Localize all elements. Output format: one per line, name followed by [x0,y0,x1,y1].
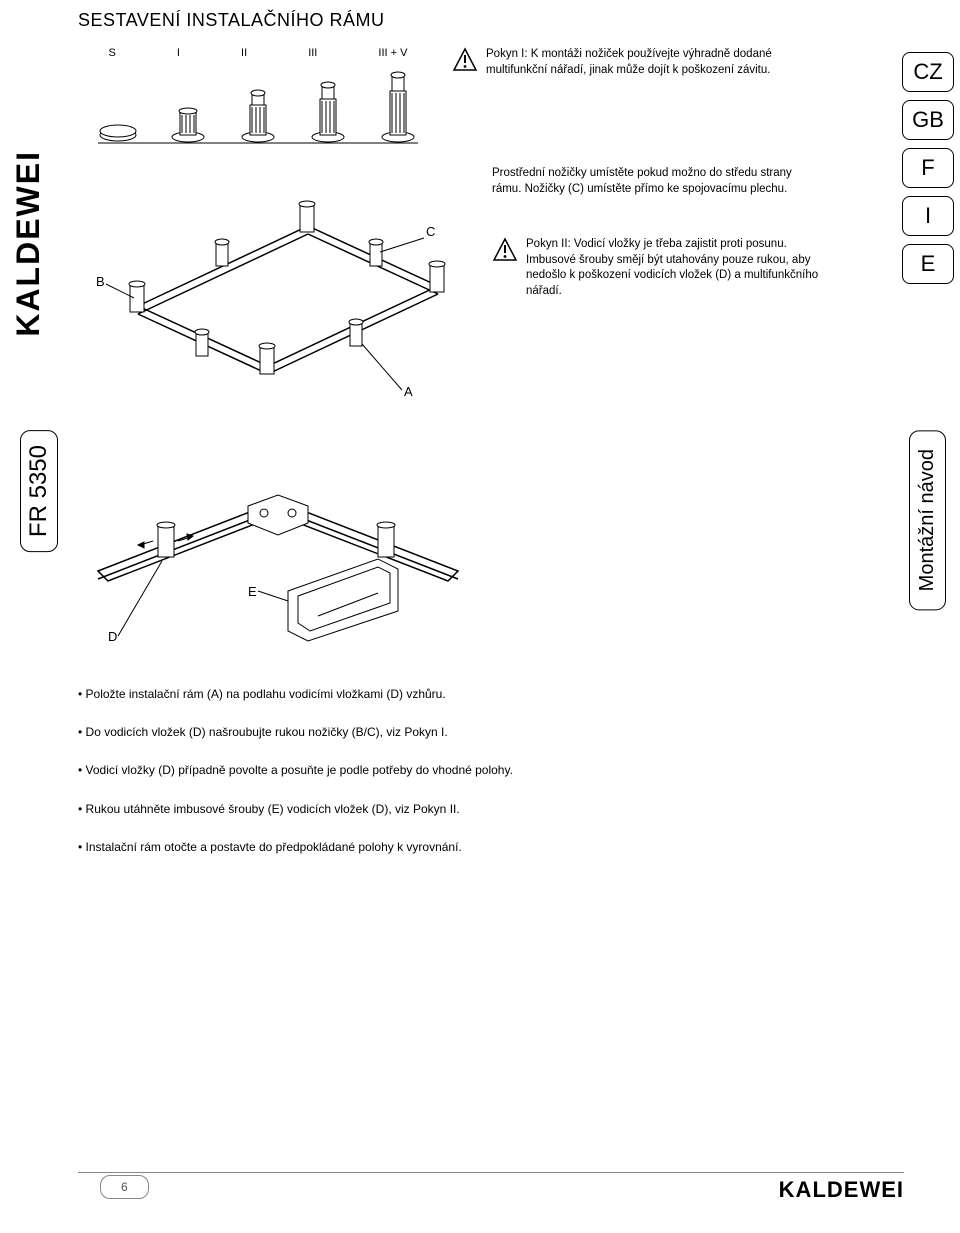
instruction-bullets: • Položte instalační rám (A) na podlahu … [78,686,898,855]
lang-tab-cz: CZ [902,52,954,92]
footer-divider [78,1172,904,1173]
svg-text:D: D [108,629,117,644]
warning-text-2: Pokyn II: Vodicí vložky je třeba zajisti… [526,237,822,299]
detail-diagram: D E [78,441,478,656]
frame-diagram: B C A [78,166,478,431]
svg-text:C: C [426,224,435,239]
product-code-vertical: FR 5350 [20,430,58,552]
bullet-5: • Instalační rám otočte a postavte do př… [78,839,618,855]
bullet-3: • Vodicí vložky (D) případně povolte a p… [78,762,618,778]
bullet-1: • Položte instalační rám (A) na podlahu … [78,686,618,702]
bullet-4: • Rukou utáhněte imbusové šrouby (E) vod… [78,801,618,817]
svg-text:A: A [404,384,413,399]
lang-tab-e: E [902,244,954,284]
feet-svg [78,65,438,155]
footer-brand: KALDEWEI [779,1177,904,1203]
foot-label-s: S [109,47,116,59]
lang-tab-gb: GB [902,100,954,140]
svg-text:B: B [96,274,105,289]
warning-icon [492,237,518,263]
lang-tab-i: I [902,196,954,236]
page-content: SESTAVENÍ INSTALAČNÍHO RÁMU S I II III I… [78,0,898,1180]
bullet-2: • Do vodicích vložek (D) našroubujte ruk… [78,724,618,740]
foot-label-2: II [241,47,247,59]
brand-vertical: KALDEWEI [10,150,47,337]
language-tabs: CZ GB F I E [902,52,954,292]
foot-label-1: I [177,47,180,59]
lang-tab-f: F [902,148,954,188]
page-number: 6 [100,1175,149,1199]
warning-text-1: Pokyn I: K montáži nožiček používejte vý… [486,47,782,78]
svg-text:E: E [248,584,257,599]
page-title: SESTAVENÍ INSTALAČNÍHO RÁMU [78,0,898,47]
foot-label-3: III [308,47,317,59]
note-middle: Prostřední nožičky umístěte pokud možno … [492,166,802,197]
warning-icon [452,47,478,73]
feet-diagram: S I II III III + V [78,47,438,160]
manual-label-vertical: Montážní návod [909,430,946,610]
foot-label-3v: III + V [378,47,407,59]
